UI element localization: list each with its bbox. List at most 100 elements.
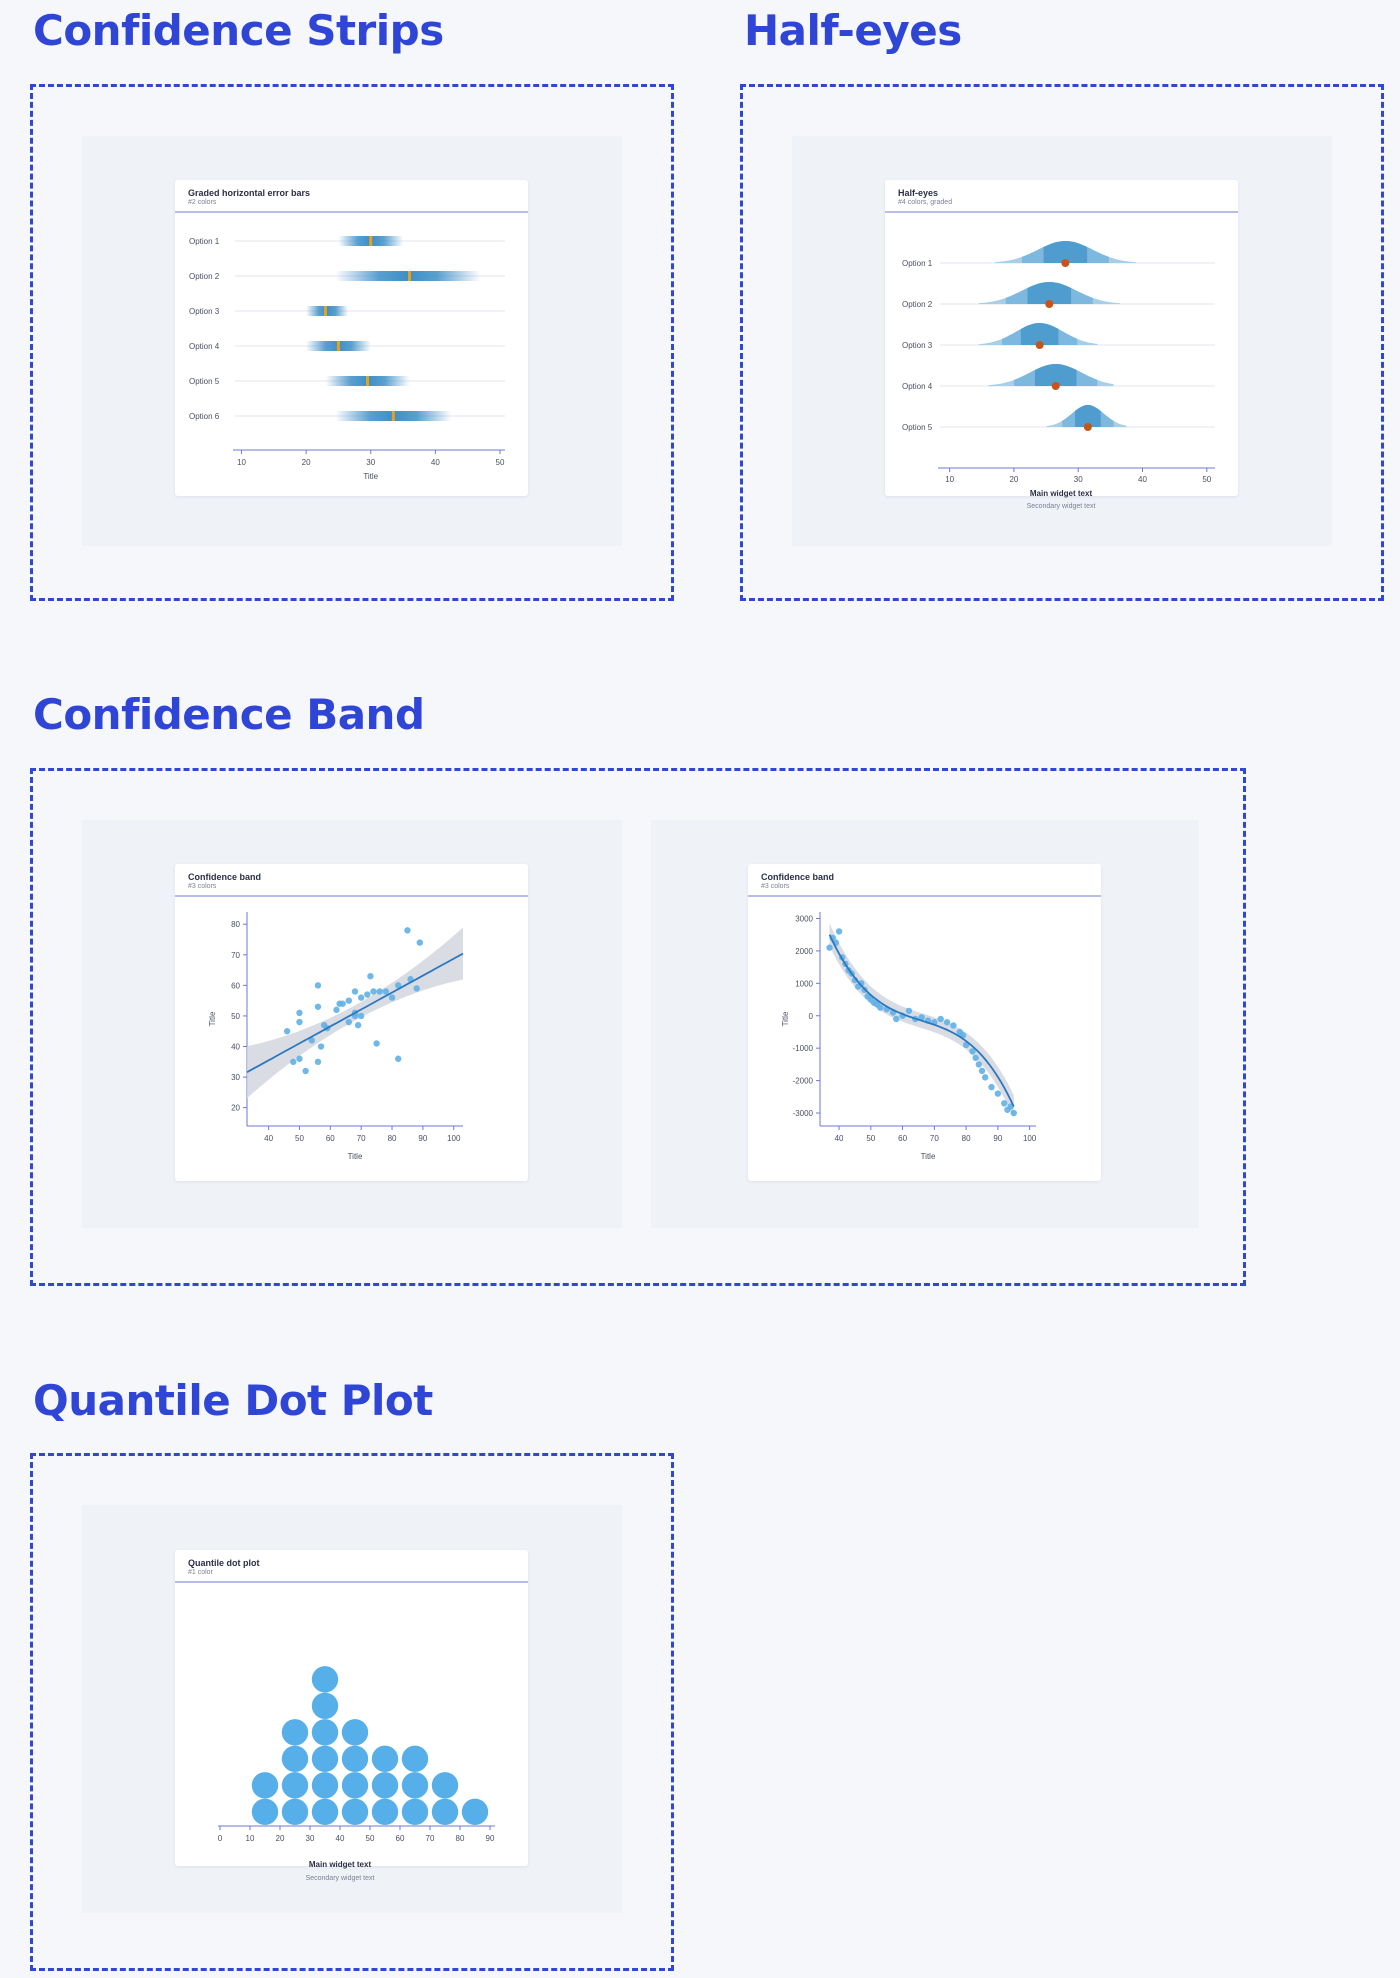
scatter-point	[345, 997, 353, 1004]
y-tick-label: 0	[809, 1012, 814, 1021]
quantile-dot	[341, 1798, 369, 1825]
x-axis-label: Title	[363, 472, 378, 481]
x-tick-label: 40	[1138, 475, 1147, 484]
quantile-dot	[431, 1798, 459, 1825]
x-tick-label: 80	[456, 1834, 465, 1843]
quantile-dot	[311, 1719, 339, 1746]
quantile-dot	[251, 1772, 279, 1799]
scatter-point	[404, 927, 411, 934]
y-tick-label: 80	[231, 920, 240, 929]
scatter-point	[314, 982, 322, 989]
scatter-point	[950, 1022, 957, 1029]
x-tick-label: 40	[264, 1134, 273, 1143]
density-interval-band	[1043, 241, 1088, 263]
x-tick-label: 60	[898, 1134, 907, 1143]
quantile-dot	[341, 1719, 369, 1746]
card-header: Quantile dot plot #1 color	[175, 1550, 528, 1583]
scatter-point	[351, 988, 359, 995]
point-estimate-marker	[323, 306, 327, 316]
frame-quantile-dot-plot	[30, 1453, 674, 1971]
secondary-widget-text: Secondary widget text	[1027, 503, 1096, 510]
scatter-point	[283, 1028, 291, 1035]
x-tick-label: 50	[1202, 475, 1211, 484]
point-estimate-dot	[1061, 259, 1070, 267]
quantile-dot	[281, 1719, 309, 1746]
card-title: Confidence band	[761, 872, 835, 882]
scatter-point	[354, 1021, 362, 1029]
option-label: Option 5	[189, 377, 220, 386]
x-tick-label: 90	[993, 1134, 1002, 1143]
y-tick-label: 30	[231, 1073, 240, 1082]
card-subtitle: #3 colors	[188, 883, 217, 890]
quantile-dot	[341, 1772, 369, 1799]
x-tick-label: 30	[306, 1834, 315, 1843]
scatter-point	[835, 928, 843, 935]
scatter-point	[333, 1006, 340, 1014]
scatter-point	[314, 1058, 322, 1065]
scatter-point	[395, 982, 402, 989]
scatter-point	[988, 1083, 995, 1091]
x-tick-label: 10	[246, 1834, 255, 1843]
confidence-strip	[335, 271, 481, 281]
confidence-band-linear-chart: 20 30 40 50 60 70 80 40 50 60 70 80 90 100 Title Title	[208, 912, 464, 1161]
density-interval-band	[1020, 323, 1059, 345]
point-estimate-marker	[366, 376, 369, 386]
option-label: Option 5	[902, 423, 933, 432]
scatter-point	[994, 1090, 1002, 1097]
y-tick-label: -3000	[793, 1109, 814, 1118]
x-tick-label: 20	[302, 458, 311, 467]
point-estimate-dot	[1035, 341, 1044, 349]
frame-confidence-strips	[30, 84, 674, 601]
quantile-dot	[401, 1745, 429, 1772]
x-tick-label: 80	[962, 1134, 971, 1143]
quantile-dot	[251, 1798, 279, 1825]
quantile-dot	[401, 1798, 429, 1825]
scatter-point	[296, 1009, 303, 1017]
scatter-point	[943, 1019, 951, 1026]
card-title: Quantile dot plot	[188, 1558, 260, 1568]
x-tick-label: 60	[396, 1834, 405, 1843]
quantile-dot	[311, 1692, 339, 1719]
x-tick-label: 70	[930, 1134, 939, 1143]
x-tick-label: 40	[835, 1134, 844, 1143]
quantile-dot	[311, 1666, 339, 1693]
option-label: Option 1	[189, 237, 220, 246]
scatter-point	[918, 1014, 925, 1021]
quantile-dot	[311, 1745, 339, 1772]
option-label: Option 4	[902, 382, 933, 391]
x-tick-label: 10	[945, 475, 954, 484]
quantile-dot	[401, 1772, 429, 1799]
point-estimate-dot	[1083, 423, 1092, 431]
y-axis-label: Title	[781, 1011, 790, 1026]
card-header: Graded horizontal error bars #2 colors	[175, 180, 528, 213]
quantile-dot	[311, 1798, 339, 1825]
quantile-dot	[371, 1745, 399, 1772]
x-tick-label: 50	[366, 1834, 375, 1843]
scatter-point	[905, 1007, 913, 1015]
scatter-point	[382, 988, 390, 995]
scatter-point	[395, 1055, 402, 1062]
point-estimate-marker	[391, 411, 395, 421]
x-tick-label: 30	[366, 458, 375, 467]
fit-line	[828, 934, 1015, 1107]
scatter-point	[826, 944, 833, 951]
x-tick-label: 100	[447, 1134, 461, 1143]
point-estimate-dot	[1045, 300, 1054, 308]
y-tick-label: 2000	[795, 947, 813, 956]
scatter-point	[339, 1000, 346, 1007]
scatter-point	[413, 985, 420, 992]
chart-card-half-eyes: Half-eyes #4 colors, graded Option 1 Opti…	[885, 180, 1238, 510]
x-tick-label: 50	[866, 1134, 875, 1143]
quantile-dot	[371, 1798, 399, 1825]
main-widget-text: Main widget text	[1030, 489, 1093, 498]
scatter-point	[972, 1054, 979, 1062]
main-widget-text: Main widget text	[309, 1860, 372, 1869]
section-title-half-eyes: Half-eyes	[744, 6, 962, 55]
option-label: Option 4	[189, 342, 220, 351]
option-label: Option 1	[902, 259, 933, 268]
quantile-dot	[311, 1772, 339, 1799]
x-tick-label: 20	[276, 1834, 285, 1843]
y-tick-label: -2000	[793, 1077, 814, 1086]
x-tick-label: 50	[496, 458, 505, 467]
scatter-point	[367, 973, 374, 980]
